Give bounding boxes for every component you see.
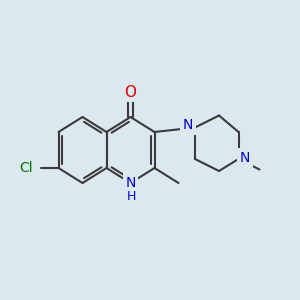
Text: H: H: [126, 190, 136, 203]
Text: N: N: [125, 176, 136, 190]
Text: N: N: [240, 151, 250, 164]
Text: O: O: [124, 85, 136, 100]
Text: Cl: Cl: [20, 161, 33, 175]
Text: N: N: [183, 118, 194, 132]
